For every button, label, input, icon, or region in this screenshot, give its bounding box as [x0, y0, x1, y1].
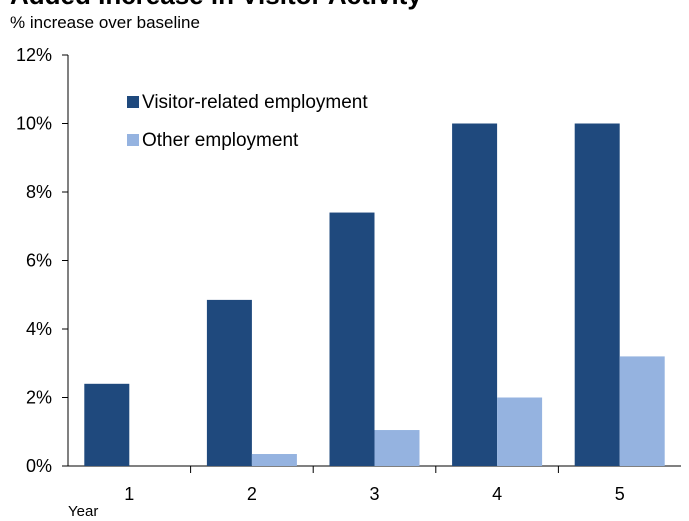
y-tick-label: 12%: [16, 45, 52, 65]
bar-visitor-related-1: [84, 383, 130, 466]
y-tick-label: 2%: [26, 388, 52, 408]
x-tick-label: 4: [492, 484, 502, 504]
x-tick-label: 1: [124, 484, 134, 504]
legend-label: Visitor-related employment: [142, 92, 368, 113]
bar-other-5: [619, 356, 665, 466]
x-tick-label: 3: [369, 484, 379, 504]
y-tick-label: 8%: [26, 182, 52, 202]
bar-other-2: [251, 454, 297, 466]
bar-visitor-related-3: [329, 212, 375, 466]
chart-title: Added Increase in Visitor Activity: [10, 0, 422, 10]
y-tick-label: 0%: [26, 456, 52, 476]
bar-other-3: [374, 430, 420, 466]
bars: [84, 123, 665, 466]
y-axis: 0% 2% 4% 6% 8% 10% 12%: [16, 45, 69, 476]
legend-swatch: [127, 96, 139, 108]
y-tick-label: 10%: [16, 114, 52, 134]
x-axis-label: Year: [68, 503, 98, 520]
chart-subtitle: % increase over baseline: [10, 13, 200, 32]
bar-visitor-related-4: [452, 123, 498, 466]
legend-swatch: [127, 134, 139, 146]
legend-label: Other employment: [142, 130, 299, 151]
bar-visitor-related-2: [206, 299, 252, 466]
bar-other-4: [497, 397, 543, 466]
bar-visitor-related-5: [574, 123, 620, 466]
x-tick-label: 2: [247, 484, 257, 504]
x-tick-label: 5: [615, 484, 625, 504]
legend: Visitor-related employment Other employme…: [127, 92, 368, 151]
y-tick-label: 4%: [26, 319, 52, 339]
x-axis: 1 2 3 4 5: [68, 465, 681, 504]
y-tick-label: 6%: [26, 251, 52, 271]
